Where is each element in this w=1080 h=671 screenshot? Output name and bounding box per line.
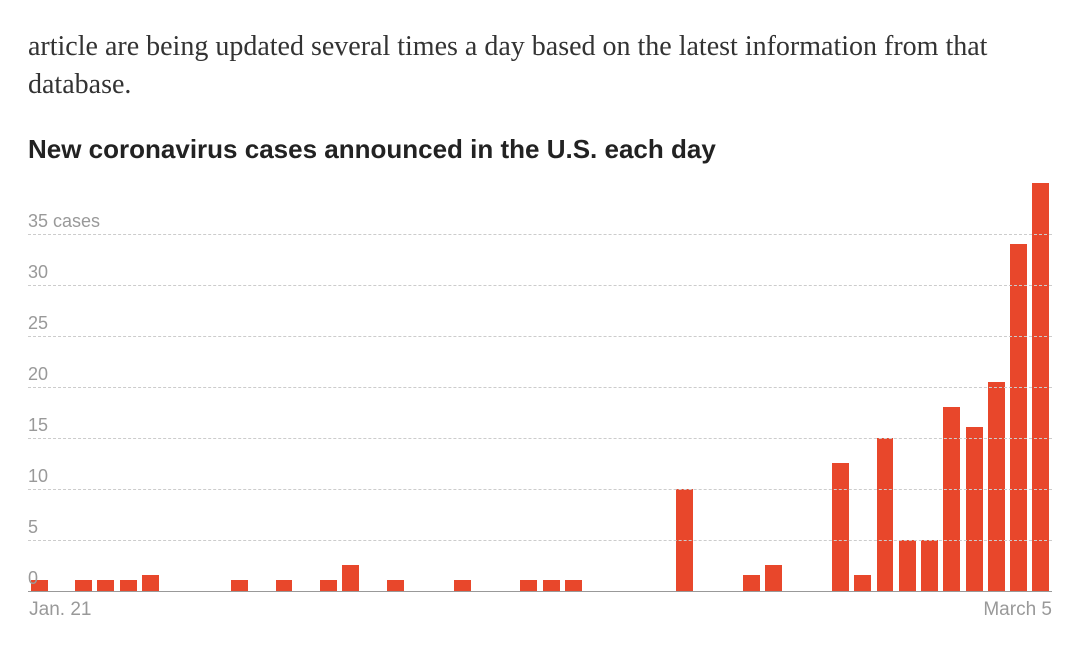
y-tick-label: 15 bbox=[28, 415, 48, 438]
chart-bar bbox=[276, 580, 293, 590]
page-root: article are being updated several times … bbox=[0, 28, 1080, 671]
chart-bar bbox=[142, 575, 159, 590]
y-gridline bbox=[28, 438, 1052, 439]
chart-plot-area: 0 5 10 15 20 25 30 35 cases bbox=[28, 183, 1052, 591]
y-tick-label: 30 bbox=[28, 262, 48, 285]
chart-bar bbox=[320, 580, 337, 590]
chart-bar bbox=[1010, 244, 1027, 591]
chart-bar bbox=[231, 580, 248, 590]
chart-bar bbox=[387, 580, 404, 590]
y-tick-label: 20 bbox=[28, 364, 48, 387]
y-gridline bbox=[28, 234, 1052, 235]
y-gridline bbox=[28, 540, 1052, 541]
y-tick-label: 35 cases bbox=[28, 211, 100, 234]
y-tick-label: 0 bbox=[28, 568, 38, 591]
x-start-label: Jan. 21 bbox=[29, 599, 91, 621]
chart: 0 5 10 15 20 25 30 35 cases Jan. 21 March 5 bbox=[28, 183, 1052, 639]
chart-bar bbox=[921, 540, 938, 591]
chart-bar bbox=[988, 382, 1005, 591]
chart-bar bbox=[342, 565, 359, 591]
x-end-label: March 5 bbox=[983, 599, 1052, 621]
chart-bar bbox=[743, 575, 760, 590]
chart-bar bbox=[854, 575, 871, 590]
chart-bar bbox=[877, 438, 894, 591]
chart-bar bbox=[543, 580, 560, 590]
chart-bar bbox=[966, 427, 983, 590]
chart-container: New coronavirus cases announced in the U… bbox=[0, 134, 1080, 639]
chart-bar bbox=[765, 565, 782, 591]
chart-bar bbox=[943, 407, 960, 591]
y-gridline bbox=[28, 489, 1052, 490]
chart-bar bbox=[565, 580, 582, 590]
article-intro-text: article are being updated several times … bbox=[0, 28, 1080, 104]
chart-bar bbox=[832, 463, 849, 591]
chart-title: New coronavirus cases announced in the U… bbox=[28, 134, 1052, 165]
chart-bar bbox=[520, 580, 537, 590]
chart-bar bbox=[97, 580, 114, 590]
y-gridline bbox=[28, 387, 1052, 388]
y-gridline bbox=[28, 285, 1052, 286]
chart-bar bbox=[454, 580, 471, 590]
chart-bar bbox=[120, 580, 137, 590]
y-tick-label: 25 bbox=[28, 313, 48, 336]
y-tick-label: 10 bbox=[28, 466, 48, 489]
chart-bar bbox=[899, 540, 916, 591]
chart-x-axis: Jan. 21 March 5 bbox=[28, 599, 1052, 639]
y-baseline bbox=[28, 591, 1052, 592]
y-gridline bbox=[28, 336, 1052, 337]
chart-bar bbox=[75, 580, 92, 590]
y-tick-label: 5 bbox=[28, 517, 38, 540]
